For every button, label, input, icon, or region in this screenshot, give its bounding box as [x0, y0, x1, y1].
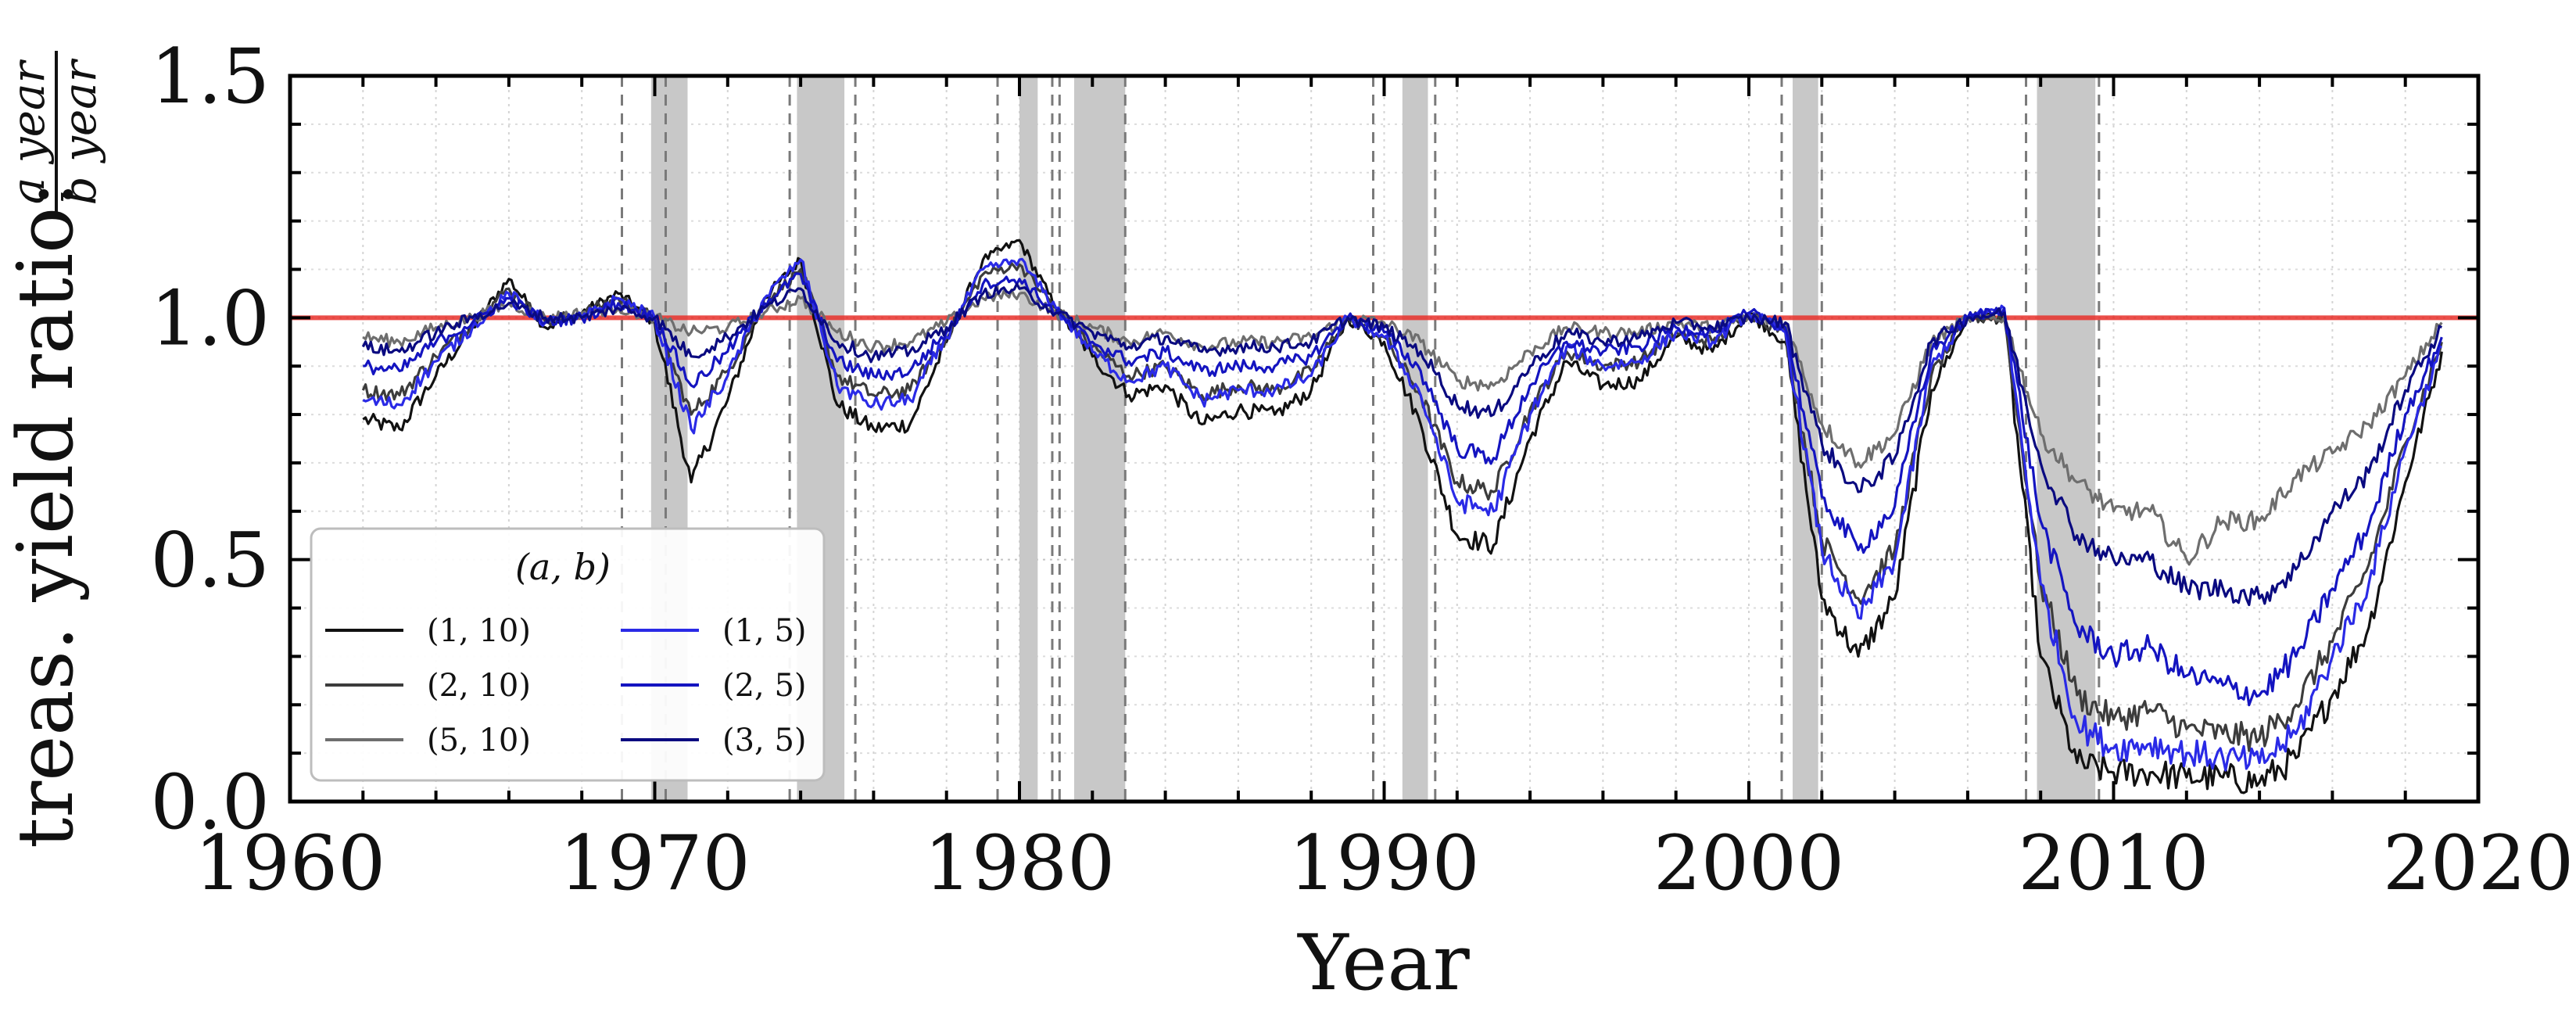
legend-label: (2, 10) [427, 668, 531, 704]
y-axis-label-fraction: a year b year [2, 51, 106, 215]
series-line-0 [362, 239, 2443, 794]
axis-ticks [288, 74, 2480, 803]
y-axis-fraction-denominator: b year [53, 58, 106, 205]
series-line-3 [362, 257, 2442, 772]
legend: (a, b) (1, 10) (2, 10) (5, 10) (1, 5) (2, 5)… [310, 527, 826, 782]
y-axis-label-group: treas. yield ratio: a year b year [2, 51, 106, 848]
y-axis-fraction-numerator: a year [2, 59, 55, 205]
legend-label: (1, 10) [427, 613, 531, 649]
x-tick-label: 1970 [559, 820, 750, 907]
recession-band [1073, 76, 1126, 802]
legend-entries: (1, 10) (2, 10) (5, 10) (1, 5) (2, 5) (3, 5) [325, 613, 807, 759]
legend-label: (5, 10) [427, 723, 531, 759]
y-tick-label: 0.0 [150, 759, 270, 846]
legend-box [310, 527, 826, 782]
x-tick-label: 2010 [2018, 820, 2209, 907]
series-lines [361, 239, 2443, 794]
recession-bands [621, 76, 2101, 802]
recession-band [1019, 76, 1038, 802]
x-tick-label: 1980 [924, 820, 1115, 907]
series-line-4 [363, 272, 2443, 707]
legend-label: (3, 5) [722, 723, 807, 759]
y-tick-label: 0.5 [150, 517, 270, 604]
series-line-5 [361, 282, 2442, 607]
y-tick-labels: 0.0 0.5 1.0 1.5 [150, 33, 270, 846]
y-tick-label: 1.0 [150, 274, 270, 362]
x-tick-label: 2000 [1653, 820, 1844, 907]
x-tick-label: 1990 [1288, 820, 1479, 907]
y-tick-label: 1.5 [150, 33, 270, 120]
x-tick-label: 2020 [2383, 820, 2574, 907]
legend-label: (1, 5) [722, 613, 807, 649]
y-axis-label: treas. yield ratio: [2, 181, 91, 848]
x-tick-label: 1960 [195, 820, 385, 907]
legend-title: (a, b) [515, 546, 611, 588]
x-axis-label: Year [1296, 919, 1470, 1008]
x-tick-labels: 1960 1970 1980 1990 2000 2010 2020 [195, 820, 2574, 907]
legend-label: (2, 5) [722, 668, 807, 704]
